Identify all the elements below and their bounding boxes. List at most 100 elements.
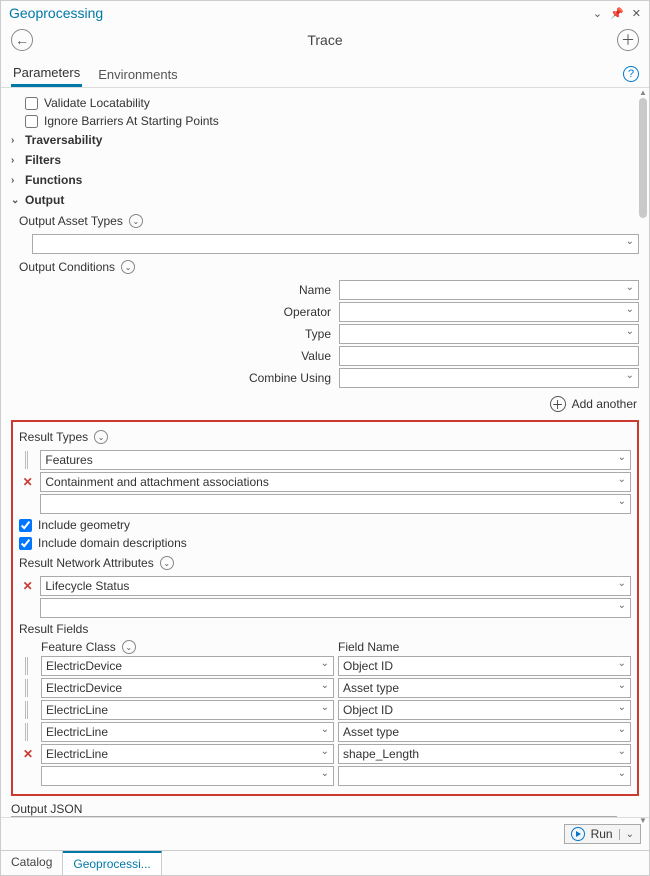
tab-parameters[interactable]: Parameters <box>11 61 82 87</box>
scroll-thumb[interactable] <box>639 98 647 218</box>
checkbox-ignore-barriers[interactable] <box>25 115 38 128</box>
help-icon[interactable]: ? <box>623 66 639 82</box>
bottom-tab-catalog[interactable]: Catalog <box>1 851 63 875</box>
output-asset-types-label: Output Asset Types <box>19 214 123 228</box>
result-type-value: Containment and attachment associations <box>45 475 268 489</box>
group-output[interactable]: ⌄ Output <box>11 190 639 210</box>
feature-class-dropdown[interactable]: ElectricLine <box>41 700 334 720</box>
toolbar: ← Trace ＋ <box>1 25 649 55</box>
cond-name-label: Name <box>11 283 339 297</box>
feature-class-dropdown[interactable]: ElectricDevice <box>41 656 334 676</box>
chevron-down-icon[interactable]: ⌄ <box>122 640 136 654</box>
cond-type-dropdown[interactable] <box>339 324 639 344</box>
checkbox-include-domain[interactable] <box>19 537 32 550</box>
result-field-row: ElectricLineObject ID <box>19 700 631 720</box>
result-network-attr-value: Lifecycle Status <box>45 579 129 593</box>
field-name-dropdown[interactable] <box>338 766 631 786</box>
checkbox-include-geometry[interactable] <box>19 519 32 532</box>
group-functions-label: Functions <box>25 173 82 187</box>
chevron-down-icon[interactable]: ⌄ <box>129 214 143 228</box>
footer: Run ⌄ <box>1 817 649 850</box>
feature-class-dropdown[interactable]: ElectricDevice <box>41 678 334 698</box>
close-icon[interactable]: ✕ <box>632 7 641 20</box>
remove-icon[interactable]: ✕ <box>23 747 33 761</box>
drag-handle-icon[interactable] <box>25 723 31 741</box>
group-filters-label: Filters <box>25 153 61 167</box>
add-another-label: Add another <box>572 397 637 411</box>
plus-icon: ＋ <box>550 396 566 412</box>
bottom-tab-geoprocessing[interactable]: Geoprocessi... <box>63 851 161 875</box>
result-network-attr-dropdown[interactable] <box>40 598 631 618</box>
chevron-right-icon: › <box>11 155 21 166</box>
autohide-icon[interactable]: ⌄ <box>593 7 602 20</box>
result-types-label-row: Result Types ⌄ <box>19 426 631 448</box>
label-validate-locatability: Validate Locatability <box>44 96 150 110</box>
result-network-attrs-label: Result Network Attributes <box>19 556 154 570</box>
cond-name-dropdown[interactable] <box>339 280 639 300</box>
group-traversability-label: Traversability <box>25 133 102 147</box>
run-button[interactable]: Run ⌄ <box>564 824 641 844</box>
feature-class-dropdown[interactable]: ElectricLine <box>41 744 334 764</box>
remove-icon[interactable]: ✕ <box>23 475 33 489</box>
pane-header: Geoprocessing ⌄ 📌 ✕ <box>1 1 649 25</box>
output-asset-types-label-row: Output Asset Types ⌄ <box>11 210 639 232</box>
drag-handle-icon[interactable] <box>25 679 31 697</box>
cond-value-input[interactable] <box>339 346 639 366</box>
drag-handle-icon[interactable] <box>25 451 31 469</box>
drag-handle-icon[interactable] <box>25 701 31 719</box>
checkbox-validate-locatability[interactable] <box>25 97 38 110</box>
field-name-header: Field Name <box>338 640 399 654</box>
chevron-down-icon[interactable]: ⌄ <box>160 556 174 570</box>
open-tool-button[interactable]: ＋ <box>617 29 639 51</box>
group-output-label: Output <box>25 193 64 207</box>
output-json-section: Output JSON c:\temp\trc_RTM001_031223.js… <box>11 802 639 817</box>
scroll-up-icon[interactable]: ▲ <box>638 86 648 98</box>
chevron-right-icon: › <box>11 175 21 186</box>
field-name-dropdown[interactable]: shape_Length <box>338 744 631 764</box>
scroll-down-icon[interactable]: ▼ <box>638 814 648 826</box>
chevron-right-icon: › <box>11 135 21 146</box>
drag-handle-icon[interactable] <box>25 657 31 675</box>
feature-class-dropdown[interactable] <box>41 766 334 786</box>
cond-type-label: Type <box>11 327 339 341</box>
pin-icon[interactable]: 📌 <box>610 7 624 20</box>
result-network-attrs-label-row: Result Network Attributes ⌄ <box>19 552 631 574</box>
feature-class-dropdown[interactable]: ElectricLine <box>41 722 334 742</box>
result-type-value: Features <box>45 453 92 467</box>
group-functions[interactable]: › Functions <box>11 170 639 190</box>
result-type-dropdown[interactable] <box>40 494 631 514</box>
highlighted-section: Result Types ⌄ Features ✕ Containment an… <box>11 420 639 796</box>
scrollbar[interactable]: ▲ ▼ <box>638 86 648 826</box>
remove-icon[interactable]: ✕ <box>23 579 33 593</box>
chevron-down-icon[interactable]: ⌄ <box>121 260 135 274</box>
cond-operator-label: Operator <box>11 305 339 319</box>
tab-environments[interactable]: Environments <box>96 63 179 86</box>
label-ignore-barriers: Ignore Barriers At Starting Points <box>44 114 219 128</box>
add-another-button[interactable]: ＋ Add another <box>11 390 639 418</box>
output-asset-types-dropdown[interactable] <box>32 234 639 254</box>
arrow-left-icon: ← <box>15 32 29 48</box>
result-field-row: ElectricDeviceObject ID <box>19 656 631 676</box>
field-name-dropdown[interactable]: Object ID <box>338 700 631 720</box>
label-include-geometry: Include geometry <box>38 518 130 532</box>
cond-operator-dropdown[interactable] <box>339 302 639 322</box>
field-name-dropdown[interactable]: Object ID <box>338 656 631 676</box>
field-name-dropdown[interactable]: Asset type <box>338 678 631 698</box>
group-filters[interactable]: › Filters <box>11 150 639 170</box>
chevron-down-icon[interactable]: ⌄ <box>619 829 634 840</box>
chevron-down-icon: ⌄ <box>11 195 21 206</box>
result-type-dropdown[interactable]: Features <box>40 450 631 470</box>
result-field-row: ElectricDeviceAsset type <box>19 678 631 698</box>
parameters-scroll[interactable]: Validate Locatability Ignore Barriers At… <box>1 88 649 817</box>
result-type-dropdown[interactable]: Containment and attachment associations <box>40 472 631 492</box>
cond-combine-dropdown[interactable] <box>339 368 639 388</box>
label-include-domain: Include domain descriptions <box>38 536 187 550</box>
back-button[interactable]: ← <box>11 29 33 51</box>
result-network-attr-dropdown[interactable]: Lifecycle Status <box>40 576 631 596</box>
result-field-row: ✕ ElectricLineshape_Length <box>19 744 631 764</box>
chevron-down-icon[interactable]: ⌄ <box>94 430 108 444</box>
feature-class-header: Feature Class <box>41 640 116 654</box>
group-traversability[interactable]: › Traversability <box>11 130 639 150</box>
field-name-dropdown[interactable]: Asset type <box>338 722 631 742</box>
plus-icon: ＋ <box>621 30 635 50</box>
